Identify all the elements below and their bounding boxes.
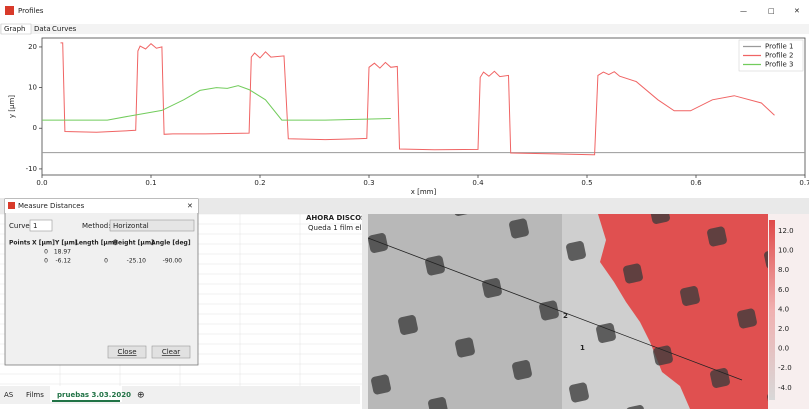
pillar (622, 263, 643, 284)
label: Method: (82, 222, 111, 230)
legend-label: Profile 2 (765, 52, 793, 60)
y-tick-label: -10 (26, 165, 37, 173)
tab-bar (0, 24, 809, 34)
pillar (706, 226, 727, 247)
tab[interactable]: Curves (52, 25, 77, 33)
tab[interactable]: Graph (4, 25, 25, 33)
table-cell: 0 (44, 249, 48, 256)
y-tick-label: 10 (28, 84, 37, 92)
pillar (367, 232, 388, 253)
height-map (340, 195, 787, 409)
scale-label: 6.0 (778, 286, 789, 294)
image-ruler (362, 214, 368, 409)
screen: Profiles — □ ✕ Graph Data Curves -100102… (0, 0, 809, 409)
button-label: Close (117, 348, 136, 356)
legend-label: Profile 3 (765, 61, 793, 69)
x-tick-label: 0.5 (581, 179, 592, 187)
marker: 1 (580, 344, 585, 352)
dialog-icon (8, 202, 15, 209)
app-icon (5, 6, 14, 15)
x-axis-label: x [mm] (411, 188, 437, 196)
table-cell: 0 (104, 258, 108, 265)
x-tick-label: 0.2 (254, 179, 265, 187)
marker: 2 (563, 312, 568, 320)
y-tick-label: 0 (33, 124, 37, 132)
column-header: X [µm] (32, 240, 55, 247)
add-sheet-button[interactable]: ⊕ (137, 391, 145, 401)
pillar (454, 337, 475, 358)
table-cell: 0 (44, 258, 48, 265)
table-cell: -6.12 (55, 258, 71, 265)
table-cell: -25.10 (127, 258, 147, 265)
y-axis-label: y [µm] (8, 95, 16, 118)
sheet-tab[interactable]: AS (4, 391, 14, 399)
pillar (511, 359, 532, 380)
x-tick-label: 0.3 (363, 179, 374, 187)
pillar (370, 374, 391, 395)
pillar (397, 314, 418, 335)
scale-label: 12.0 (778, 227, 794, 235)
pillar (679, 285, 700, 306)
minimize-button[interactable]: — (740, 7, 747, 15)
pillar (565, 240, 586, 261)
dialog-title: Measure Distances (18, 202, 85, 210)
maximize-button[interactable]: □ (768, 7, 775, 15)
dialog-close[interactable]: ✕ (187, 202, 193, 210)
cell: Queda 1 film el (308, 224, 362, 232)
scale-label: -2.0 (778, 364, 792, 372)
pillar (652, 345, 673, 366)
scale-label: 2.0 (778, 325, 789, 333)
sheet-tab[interactable]: pruebas 3.03.2020 (57, 391, 131, 399)
method-value: Horizontal (113, 222, 149, 230)
scale-label: -4.0 (778, 384, 792, 392)
column-header: Length [µm] (75, 240, 117, 247)
scale-label: 4.0 (778, 305, 789, 313)
measure-dialog: Measure Distances ✕ Curve: 1 Method: Hor… (5, 199, 198, 365)
curve-value: 1 (33, 222, 37, 230)
x-tick-label: 0.0 (36, 179, 47, 187)
pillar (424, 255, 445, 276)
legend-label: Profile 1 (765, 43, 793, 51)
close-button[interactable]: ✕ (794, 7, 800, 15)
pillar (709, 367, 730, 388)
column-header: Height [µm] (113, 240, 154, 247)
pillar (538, 300, 559, 321)
button-label: Clear (162, 348, 180, 356)
column-header: Angle [deg] (151, 240, 191, 247)
x-tick-label: 0.6 (690, 179, 702, 187)
tab[interactable]: Data (34, 25, 51, 33)
x-tick-label: 0.1 (145, 179, 156, 187)
x-tick-label: 0.4 (472, 179, 484, 187)
x-tick-label: 0.7 (799, 179, 809, 187)
label: Curve: (9, 222, 32, 230)
y-tick-label: 20 (28, 43, 37, 51)
scale-label: 8.0 (778, 266, 789, 274)
window-title: Profiles (18, 7, 44, 15)
color-scale (769, 220, 775, 400)
scale-label: 0.0 (778, 345, 789, 353)
sheet-tab[interactable]: Films (26, 391, 44, 399)
table-cell: -90.00 (163, 258, 183, 265)
pillar (568, 382, 589, 403)
scale-label: 10.0 (778, 247, 794, 255)
image-shade (362, 214, 562, 409)
pillar (508, 218, 529, 239)
pillar (736, 308, 757, 329)
column-header: Points (9, 240, 31, 247)
table-cell: 18.97 (54, 249, 71, 256)
cell: AHORA DISCOS (306, 214, 366, 222)
